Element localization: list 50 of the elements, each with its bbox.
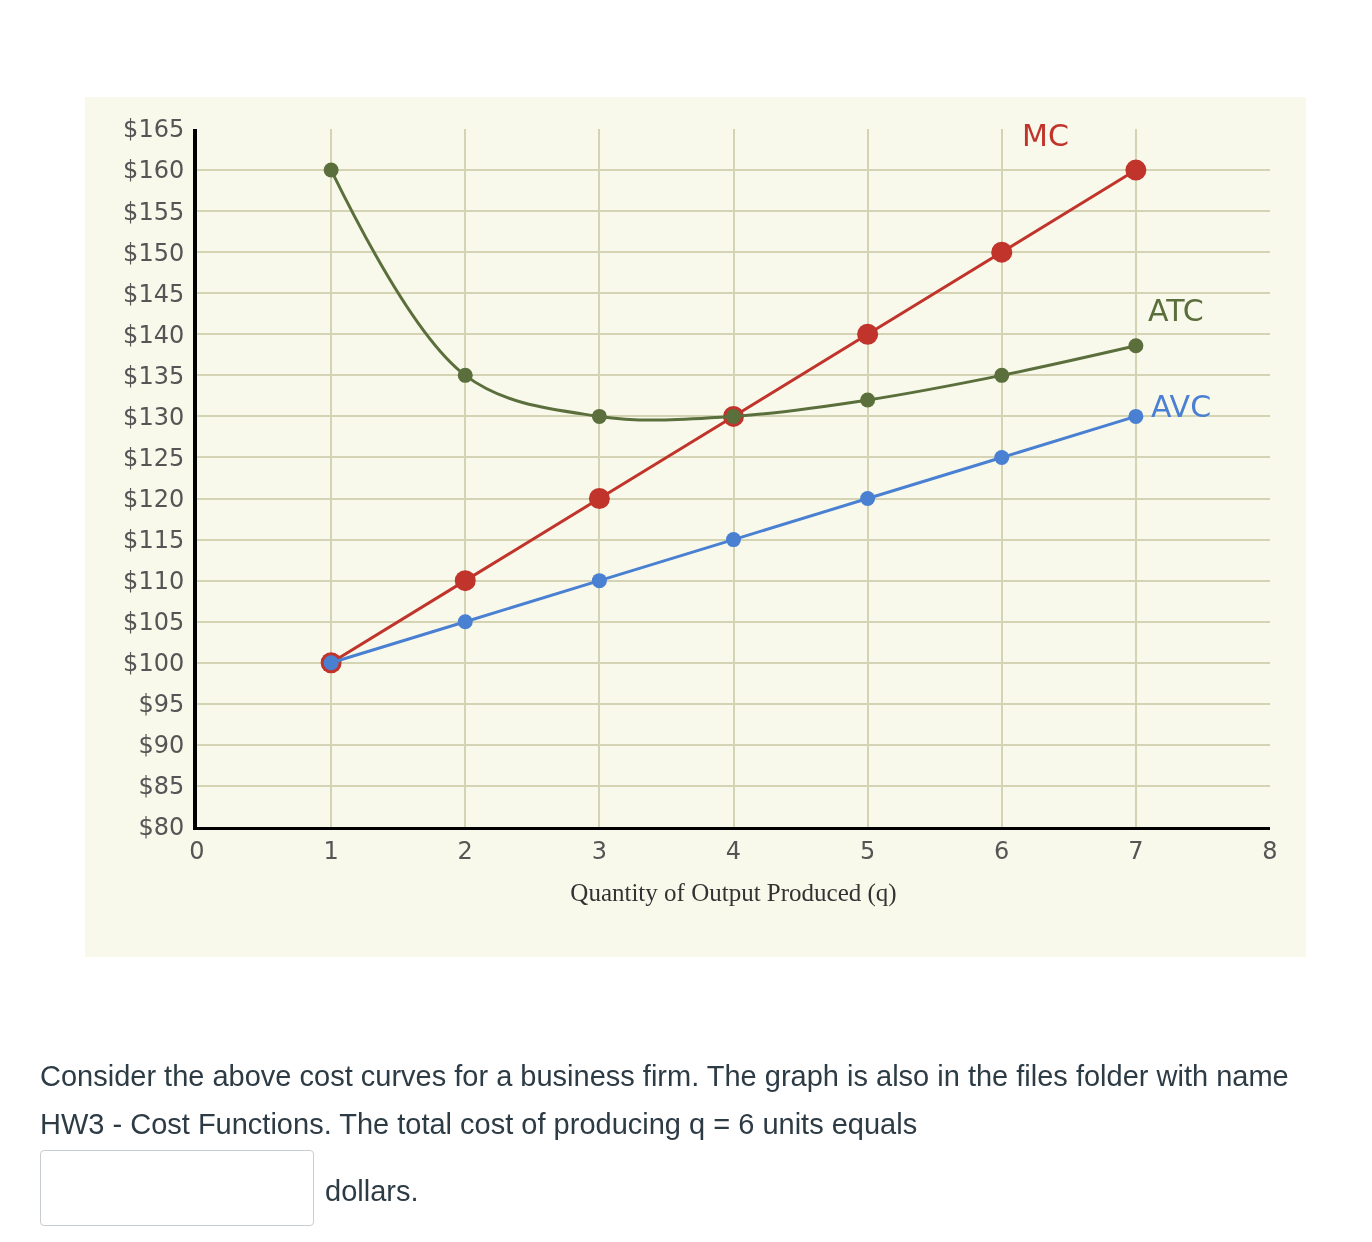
- point: [991, 241, 1013, 263]
- point: [994, 449, 1010, 465]
- y-tick-label: $150: [123, 238, 185, 267]
- point: [860, 392, 876, 408]
- point: [860, 491, 876, 507]
- y-tick-label: $130: [123, 402, 185, 431]
- point: [457, 614, 473, 630]
- point: [1128, 338, 1144, 354]
- point: [726, 532, 741, 548]
- y-tick-label: $155: [123, 197, 185, 226]
- point: [457, 367, 473, 383]
- point: [323, 162, 339, 178]
- point: [994, 367, 1010, 383]
- y-tick-label: $120: [123, 484, 185, 513]
- y-tick-label: $115: [123, 525, 185, 554]
- point: [1125, 159, 1147, 181]
- x-tick-label: 2: [457, 836, 473, 865]
- series-label: AVC: [1151, 389, 1212, 424]
- y-tick-label: $140: [123, 320, 185, 349]
- point: [857, 323, 879, 345]
- point: [1128, 408, 1144, 424]
- x-tick-label: 8: [1262, 836, 1278, 865]
- series-label: MC: [1022, 118, 1069, 153]
- x-tick-label: 5: [859, 836, 876, 865]
- x-tick-label: 6: [994, 836, 1010, 865]
- y-tick-label: $100: [123, 649, 185, 678]
- point: [454, 570, 476, 592]
- x-tick-label: 3: [591, 836, 608, 865]
- text: Consider the above cost curves for a business firm. The graph is also in the files folder with name HW3 - Cost Functions. The total cost of producing q = 6 units equals: [40, 1059, 1290, 1142]
- y-tick-label: $145: [123, 279, 185, 308]
- point: [591, 408, 607, 424]
- y-tick-label: $85: [138, 772, 185, 801]
- y-tick-label: $95: [138, 690, 185, 719]
- point: [588, 488, 610, 510]
- y-tick-label: $90: [138, 731, 185, 760]
- x-tick-label: 7: [1128, 836, 1144, 865]
- y-tick-label: $135: [123, 361, 185, 390]
- y-tick-label: $110: [123, 567, 185, 596]
- series-label: ATC: [1148, 293, 1204, 328]
- y-tick-label: $125: [123, 443, 185, 472]
- y-tick-label: $80: [138, 813, 185, 842]
- y-tick-label: $165: [123, 115, 185, 144]
- x-tick-label: 0: [189, 836, 205, 865]
- x-tick-label: 4: [725, 836, 742, 865]
- point: [591, 573, 607, 589]
- x-tick-label: 1: [323, 836, 339, 865]
- y-tick-label: $105: [123, 608, 185, 637]
- text: dollars.: [325, 1175, 419, 1208]
- x-axis-title: Quantity of Output Produced (q): [570, 878, 897, 907]
- y-tick-label: $160: [123, 156, 185, 185]
